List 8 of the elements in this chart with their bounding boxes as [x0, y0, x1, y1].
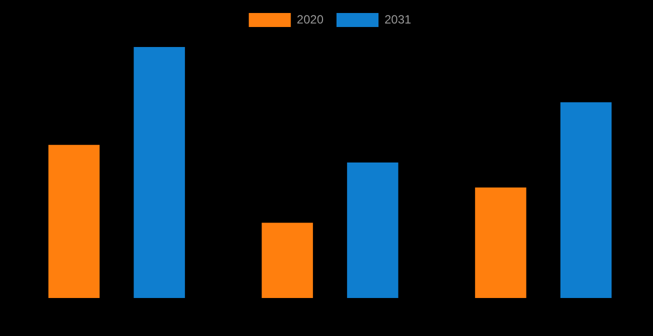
bar [134, 47, 185, 298]
bar [48, 144, 100, 298]
bar [560, 102, 612, 298]
legend-label: 2031 [384, 12, 412, 26]
bar [347, 162, 398, 298]
bar [475, 188, 526, 298]
bar [262, 222, 313, 298]
legend-label: 2020 [296, 12, 324, 26]
